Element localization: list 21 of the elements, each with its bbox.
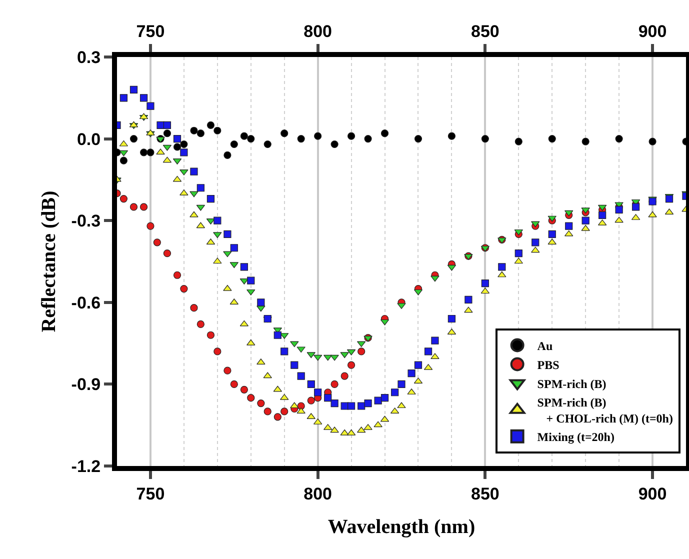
x2-tick-label: 800 bbox=[304, 484, 332, 504]
x-tick-label: 750 bbox=[136, 22, 165, 42]
y-axis-title: Reflectance (dB) bbox=[38, 190, 60, 332]
x2-tick-label: 850 bbox=[470, 484, 500, 504]
y-tick-label: 0.0 bbox=[76, 130, 101, 149]
legend-label: Mixing (t=20h) bbox=[537, 430, 614, 444]
x-tick-label: 850 bbox=[470, 22, 500, 42]
y-tick-label: 0.3 bbox=[76, 48, 101, 67]
x2-tick-label: 900 bbox=[638, 484, 667, 504]
legend-label: SPM-rich (B) + CHOL-rich (M) (t=0h) bbox=[537, 396, 673, 426]
legend-label: SPM-rich (B) bbox=[537, 376, 606, 391]
x-axis-title: Wavelength (nm) bbox=[328, 516, 476, 538]
x-tick-label: 900 bbox=[638, 22, 667, 42]
y-tick-label: -1.2 bbox=[71, 456, 101, 476]
x2-tick-label: 750 bbox=[136, 484, 165, 504]
y-tick-label: -0.3 bbox=[71, 212, 101, 231]
x-tick-label: 800 bbox=[304, 22, 332, 42]
y-tick-label: -0.6 bbox=[71, 293, 101, 312]
legend-label: PBS bbox=[537, 358, 560, 372]
legend-label: Au bbox=[537, 338, 553, 353]
y-tick-label: -0.9 bbox=[71, 375, 101, 394]
